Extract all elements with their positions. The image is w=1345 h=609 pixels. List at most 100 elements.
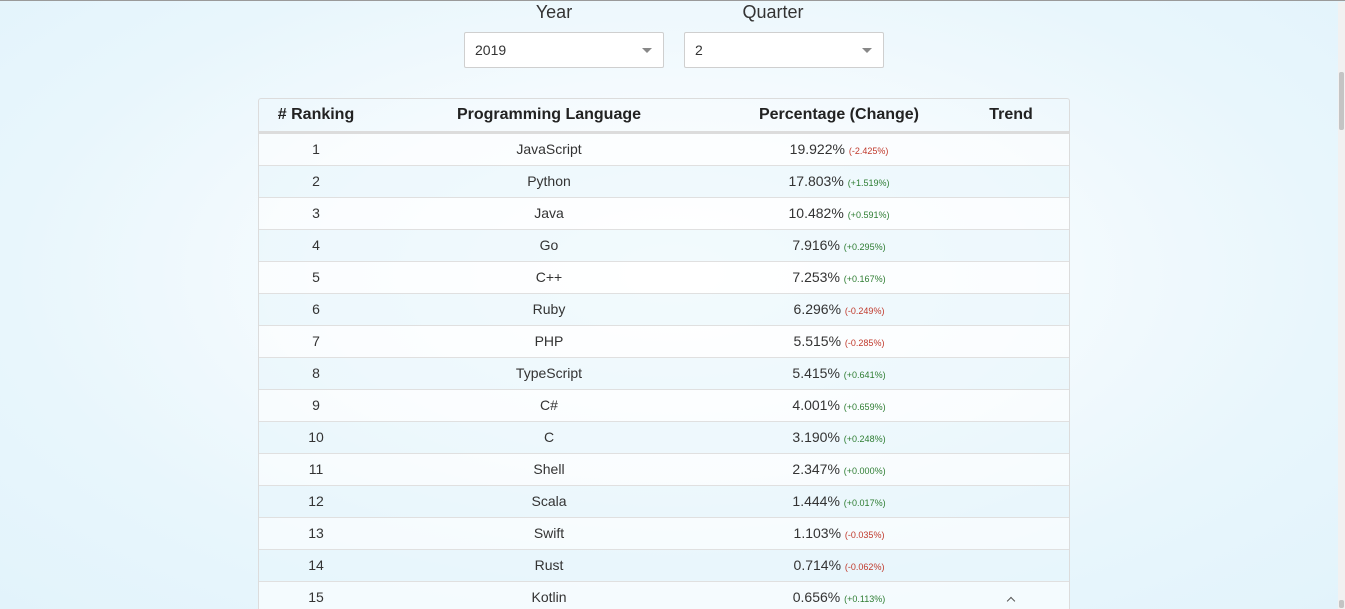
percentage-value: 5.415%	[792, 365, 840, 381]
language-cell: TypeScript	[515, 365, 583, 381]
percentage-value: 10.482%	[788, 205, 844, 221]
language-cell: Shell	[533, 461, 565, 477]
rank-cell: 1	[312, 141, 320, 157]
language-cell: Swift	[533, 525, 565, 541]
scrollbar[interactable]	[1338, 2, 1345, 609]
percentage-cell: 1.103% (-0.035%)	[699, 518, 979, 551]
year-filter: Year	[454, 0, 654, 24]
language-cell: Python	[527, 173, 571, 189]
change-value: (+0.113%)	[844, 594, 886, 604]
percentage-value: 2.347%	[792, 461, 840, 477]
table-row: 11 Shell 2.347% (+0.000%)	[259, 454, 1069, 486]
trend-cell	[971, 582, 1051, 609]
percentage-cell: 10.482% (+0.591%)	[699, 198, 979, 231]
percentage-cell: 7.253% (+0.167%)	[699, 262, 979, 295]
rank-cell: 9	[312, 397, 320, 413]
rank-cell: 7	[312, 333, 320, 349]
change-value: (+0.641%)	[843, 370, 886, 380]
table-row: 1 JavaScript 19.922% (-2.425%)	[259, 134, 1069, 166]
table-row: 7 PHP 5.515% (-0.285%)	[259, 326, 1069, 358]
language-cell: C#	[540, 397, 558, 413]
header-trend[interactable]: Trend	[989, 106, 1033, 123]
table-row: 14 Rust 0.714% (-0.062%)	[259, 550, 1069, 582]
header-ranking[interactable]: # Ranking	[277, 106, 355, 123]
year-label: Year	[535, 2, 573, 22]
chevron-up-icon[interactable]	[1006, 596, 1016, 606]
rank-cell: 11	[308, 461, 324, 477]
rank-cell: 10	[308, 429, 324, 445]
change-value: (-0.035%)	[844, 530, 885, 540]
rank-cell: 12	[308, 493, 324, 509]
change-value: (+0.167%)	[843, 274, 886, 284]
change-value: (-0.249%)	[844, 306, 885, 316]
quarter-select[interactable]: 2	[684, 32, 884, 68]
percentage-cell: 1.444% (+0.017%)	[699, 486, 979, 519]
rank-cell: 4	[312, 237, 320, 253]
percentage-value: 1.103%	[793, 525, 842, 541]
table-row: 12 Scala 1.444% (+0.017%)	[259, 486, 1069, 518]
table-row: 15 Kotlin 0.656% (+0.113%)	[259, 582, 1069, 609]
percentage-value: 5.515%	[793, 333, 842, 349]
table-row: 9 C# 4.001% (+0.659%)	[259, 390, 1069, 422]
scrollbar-thumb-lower[interactable]	[1339, 600, 1344, 608]
rank-cell: 6	[312, 301, 320, 317]
language-cell: Kotlin	[531, 589, 567, 605]
percentage-cell: 2.347% (+0.000%)	[699, 454, 979, 487]
percentage-value: 0.656%	[792, 589, 841, 605]
percentage-cell: 4.001% (+0.659%)	[699, 390, 979, 423]
scrollbar-thumb[interactable]	[1339, 72, 1344, 130]
percentage-value: 0.714%	[793, 557, 842, 573]
percentage-cell: 6.296% (-0.249%)	[699, 294, 979, 327]
percentage-cell: 0.714% (-0.062%)	[699, 550, 979, 583]
change-value: (+0.017%)	[843, 498, 886, 508]
rank-cell: 15	[308, 589, 324, 605]
table-body: 1 JavaScript 19.922% (-2.425%) 2 Python 17.80…	[259, 134, 1069, 609]
percentage-value: 1.444%	[792, 493, 840, 509]
language-cell: Scala	[531, 493, 567, 509]
table-header: # Ranking Programming Language Percentag…	[259, 99, 1069, 134]
percentage-value: 17.803%	[788, 173, 844, 189]
table-row: 6 Ruby 6.296% (-0.249%)	[259, 294, 1069, 326]
year-select[interactable]: 2019	[464, 32, 664, 68]
language-cell: JavaScript	[516, 141, 582, 157]
table-row: 4 Go 7.916% (+0.295%)	[259, 230, 1069, 262]
percentage-value: 7.253%	[792, 269, 840, 285]
table-row: 13 Swift 1.103% (-0.035%)	[259, 518, 1069, 550]
chevron-down-icon	[862, 48, 872, 53]
ranking-table: # Ranking Programming Language Percentag…	[258, 98, 1070, 609]
percentage-cell: 17.803% (+1.519%)	[699, 166, 979, 199]
change-value: (-2.425%)	[848, 146, 889, 156]
percentage-value: 3.190%	[792, 429, 840, 445]
change-value: (+0.659%)	[843, 402, 886, 412]
percentage-cell: 7.916% (+0.295%)	[699, 230, 979, 263]
header-percentage[interactable]: Percentage (Change)	[758, 106, 920, 123]
quarter-select-value: 2	[695, 42, 703, 58]
table-row: 10 C 3.190% (+0.248%)	[259, 422, 1069, 454]
change-value: (+0.295%)	[843, 242, 886, 252]
change-value: (+0.591%)	[847, 210, 890, 220]
change-value: (+0.248%)	[843, 434, 886, 444]
table-row: 8 TypeScript 5.415% (+0.641%)	[259, 358, 1069, 390]
change-value: (-0.062%)	[844, 562, 885, 572]
table-row: 2 Python 17.803% (+1.519%)	[259, 166, 1069, 198]
language-cell: Java	[534, 205, 564, 221]
quarter-filter: Quarter	[673, 0, 873, 24]
header-language[interactable]: Programming Language	[456, 106, 642, 123]
change-value: (-0.285%)	[844, 338, 885, 348]
language-cell: C	[543, 429, 555, 445]
top-border	[0, 0, 1345, 1]
percentage-value: 4.001%	[792, 397, 840, 413]
percentage-cell: 5.515% (-0.285%)	[699, 326, 979, 359]
percentage-value: 6.296%	[793, 301, 842, 317]
table-row: 3 Java 10.482% (+0.591%)	[259, 198, 1069, 230]
percentage-value: 19.922%	[789, 141, 845, 157]
language-cell: PHP	[534, 333, 564, 349]
quarter-label: Quarter	[742, 2, 804, 22]
language-cell: Go	[539, 237, 559, 253]
percentage-cell: 19.922% (-2.425%)	[699, 134, 979, 167]
table-row: 5 C++ 7.253% (+0.167%)	[259, 262, 1069, 294]
language-cell: Rust	[534, 557, 564, 573]
percentage-value: 7.916%	[792, 237, 840, 253]
change-value: (+1.519%)	[847, 178, 890, 188]
rank-cell: 14	[308, 557, 324, 573]
